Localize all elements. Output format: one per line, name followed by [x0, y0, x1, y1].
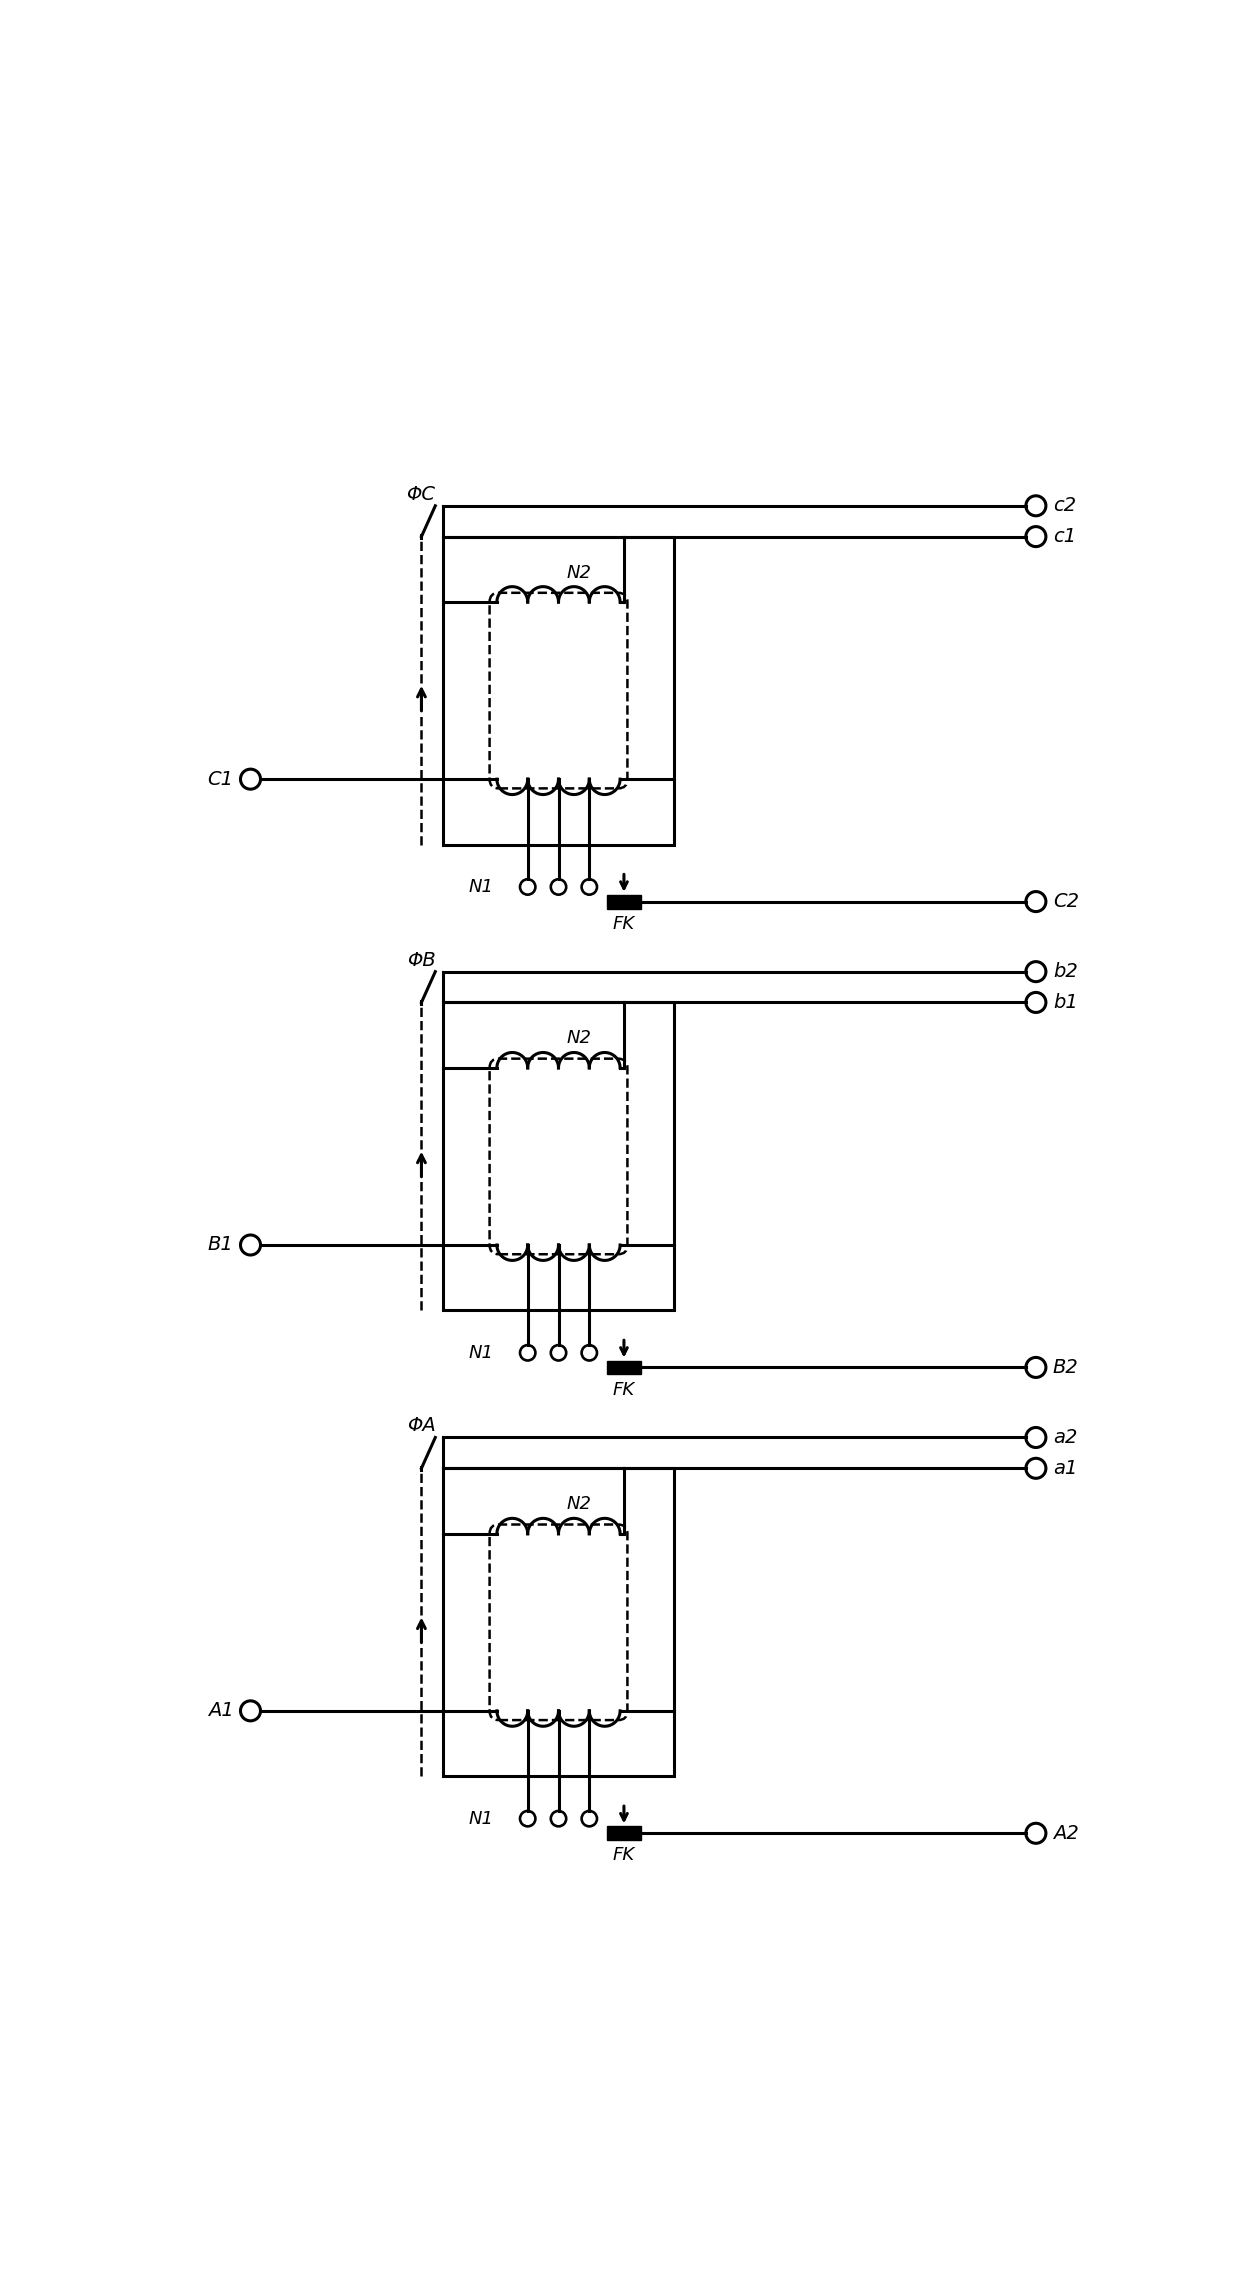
Text: C1: C1 — [207, 769, 233, 788]
Bar — [606, 1360, 641, 1374]
Text: B1: B1 — [208, 1237, 233, 1255]
Text: ΦC: ΦC — [407, 485, 435, 504]
Text: ΦA: ΦA — [407, 1418, 435, 1436]
Text: N2: N2 — [567, 1495, 591, 1514]
Text: C2: C2 — [1053, 893, 1079, 911]
Text: N1: N1 — [467, 1344, 494, 1363]
Text: A2: A2 — [1053, 1823, 1079, 1843]
Text: b2: b2 — [1053, 962, 1078, 980]
Text: N1: N1 — [467, 1809, 494, 1827]
Text: FK: FK — [613, 914, 635, 932]
Bar — [443, 1003, 675, 1310]
Bar — [606, 1827, 641, 1841]
Bar — [443, 1468, 675, 1777]
Text: FK: FK — [613, 1846, 635, 1864]
Text: a1: a1 — [1053, 1459, 1078, 1477]
Text: b1: b1 — [1053, 994, 1078, 1012]
Text: A1: A1 — [208, 1701, 233, 1720]
Bar — [443, 536, 675, 845]
Text: N1: N1 — [467, 877, 494, 895]
Text: c2: c2 — [1053, 497, 1076, 515]
Text: N2: N2 — [567, 1030, 591, 1047]
Text: N2: N2 — [567, 563, 591, 582]
Text: B2: B2 — [1053, 1358, 1079, 1376]
Text: ΦB: ΦB — [407, 950, 435, 969]
Text: a2: a2 — [1053, 1429, 1078, 1447]
Text: FK: FK — [613, 1381, 635, 1399]
Text: c1: c1 — [1053, 527, 1076, 545]
Bar — [606, 895, 641, 909]
